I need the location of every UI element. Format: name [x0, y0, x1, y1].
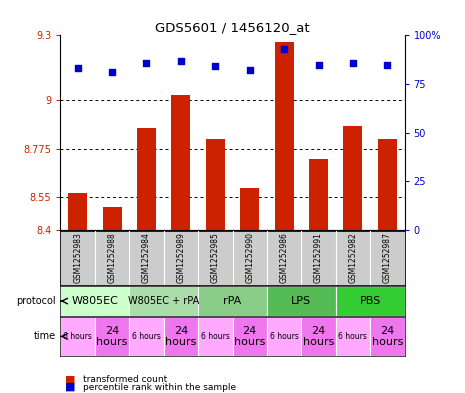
Bar [95, 317, 129, 356]
Bar [164, 317, 198, 356]
Bar [60, 286, 129, 316]
Text: W805EC: W805EC [72, 296, 118, 306]
Point [177, 57, 185, 64]
Bar [68, 193, 87, 230]
Text: 6 hours: 6 hours [339, 332, 367, 341]
Text: time: time [33, 331, 56, 342]
Point [349, 59, 357, 66]
Point [74, 65, 81, 72]
Text: GSM1252982: GSM1252982 [348, 232, 358, 283]
Bar [275, 42, 293, 230]
Text: GSM1252990: GSM1252990 [245, 232, 254, 283]
Text: 24
hours: 24 hours [303, 326, 334, 347]
Text: 24
hours: 24 hours [96, 326, 128, 347]
Text: PBS: PBS [359, 296, 381, 306]
Text: GSM1252986: GSM1252986 [279, 232, 289, 283]
Bar [309, 158, 328, 230]
Text: transformed count: transformed count [83, 375, 167, 384]
Bar [206, 139, 225, 230]
Text: GSM1252983: GSM1252983 [73, 232, 82, 283]
Text: GSM1252989: GSM1252989 [176, 232, 186, 283]
Point [315, 61, 322, 68]
Bar [129, 317, 164, 356]
Text: 24
hours: 24 hours [234, 326, 266, 347]
Text: 24
hours: 24 hours [372, 326, 403, 347]
Text: W805EC + rPA: W805EC + rPA [128, 296, 199, 306]
Point [246, 67, 253, 73]
Bar [336, 317, 370, 356]
Text: GSM1252991: GSM1252991 [314, 232, 323, 283]
Text: GSM1252988: GSM1252988 [107, 232, 117, 283]
Text: rPA: rPA [223, 296, 242, 306]
Text: 6 hours: 6 hours [270, 332, 299, 341]
Text: 6 hours: 6 hours [201, 332, 230, 341]
Text: LPS: LPS [291, 296, 312, 306]
Text: protocol: protocol [16, 296, 56, 306]
Point [280, 46, 288, 52]
Bar [232, 317, 267, 356]
Bar [267, 286, 336, 316]
Text: GSM1252984: GSM1252984 [142, 232, 151, 283]
Bar [198, 317, 232, 356]
Bar [301, 317, 336, 356]
Bar [137, 129, 156, 230]
Bar [267, 317, 301, 356]
Text: 6 hours: 6 hours [132, 332, 161, 341]
Bar [370, 317, 405, 356]
Point [143, 59, 150, 66]
Point [108, 69, 116, 75]
Bar [60, 317, 95, 356]
Text: 24
hours: 24 hours [165, 326, 197, 347]
Point [384, 61, 391, 68]
Bar [198, 286, 267, 316]
Point [212, 63, 219, 70]
Title: GDS5601 / 1456120_at: GDS5601 / 1456120_at [155, 21, 310, 34]
Bar [344, 126, 362, 230]
Bar [129, 286, 198, 316]
Text: 6 hours: 6 hours [63, 332, 92, 341]
Text: GSM1252987: GSM1252987 [383, 232, 392, 283]
Text: percentile rank within the sample: percentile rank within the sample [83, 383, 236, 391]
Bar [240, 188, 259, 230]
Bar [336, 286, 405, 316]
Bar [103, 207, 121, 230]
Bar [172, 95, 190, 230]
Bar [378, 139, 397, 230]
Text: ■: ■ [65, 382, 76, 392]
Text: ■: ■ [65, 374, 76, 384]
Text: GSM1252985: GSM1252985 [211, 232, 220, 283]
